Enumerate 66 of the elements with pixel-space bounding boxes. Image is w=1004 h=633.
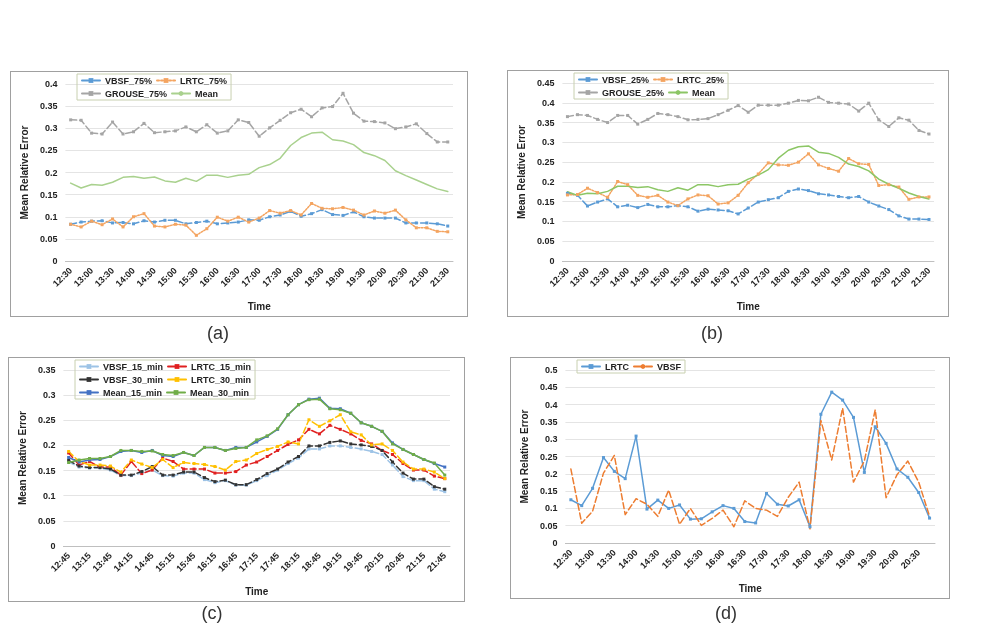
y-tick-label: 0.05: [37, 515, 56, 526]
y-tick-label: 0.35: [536, 117, 555, 128]
y-tick-label: 0.25: [39, 145, 58, 156]
y-tick-label: 0.05: [39, 233, 58, 244]
y-tick-label: 0: [52, 256, 58, 266]
legend-label: GROUSE_75%: [105, 88, 168, 99]
y-tick-label: 0.15: [539, 486, 558, 497]
y-tick-label: 0.4: [544, 399, 558, 410]
legend-label: VBSF_25%: [602, 74, 650, 85]
x-axis-title: Time: [247, 300, 272, 312]
y-tick-label: 0.1: [42, 490, 56, 501]
y-axis-title: Mean Relative Error: [18, 125, 30, 220]
y-tick-label: 0.3: [541, 137, 555, 148]
y-tick-label: 0: [50, 541, 56, 551]
legend-label: LRTC_15_min: [191, 361, 252, 372]
legend-label: LRTC: [605, 361, 630, 372]
y-tick-label: 0.35: [39, 101, 58, 112]
y-tick-label: 0.1: [44, 211, 58, 222]
x-axis-title: Time: [245, 585, 269, 597]
y-tick-label: 0.2: [544, 468, 558, 479]
x-axis-title: Time: [738, 582, 763, 594]
y-tick-label: 0.35: [539, 416, 558, 427]
y-tick-label: 0.1: [541, 216, 555, 227]
y-axis-title: Mean Relative Error: [518, 409, 530, 504]
y-tick-label: 0.2: [541, 176, 555, 187]
text: (a): [206, 323, 230, 344]
legend-label: Mean: [692, 87, 716, 98]
y-axis-title: Mean Relative Error: [16, 410, 28, 505]
y-tick-label: 0.4: [541, 97, 555, 108]
x-axis-title: Time: [736, 300, 761, 312]
legend-label: Mean: [195, 88, 219, 99]
y-tick-label: 0.05: [539, 520, 558, 531]
y-tick-label: 0.3: [42, 390, 56, 401]
y-tick-label: 0: [549, 256, 555, 266]
legend-label: LRTC_75%: [180, 75, 228, 86]
y-tick-label: 0.15: [37, 465, 56, 476]
text: (d): [714, 603, 738, 624]
legend-label: LRTC_30_min: [191, 374, 252, 385]
y-tick-label: 0.4: [44, 79, 58, 89]
y-tick-label: 0.35: [37, 365, 56, 375]
y-tick-label: 0.3: [44, 123, 58, 134]
y-tick-label: 0.25: [37, 415, 56, 426]
y-tick-label: 0.2: [44, 167, 58, 178]
legend-label: Mean_30_min: [190, 387, 250, 398]
y-tick-label: 0.25: [539, 451, 558, 462]
text: (c): [200, 603, 224, 624]
legend-label: VBSF: [656, 361, 682, 372]
y-tick-label: 0.15: [536, 196, 555, 207]
legend-label: LRTC_25%: [677, 74, 725, 85]
y-tick-label: 0.2: [42, 440, 56, 451]
legend-label: VBSF_15_min: [103, 361, 164, 372]
y-tick-label: 0.45: [539, 382, 558, 393]
legend-label: Mean_15_min: [103, 387, 163, 398]
y-tick-label: 0.45: [536, 78, 555, 88]
text: (b): [700, 323, 724, 344]
y-tick-label: 0.15: [39, 189, 58, 200]
y-tick-label: 0: [552, 538, 558, 548]
y-tick-label: 0.1: [544, 503, 558, 514]
legend-label: GROUSE_25%: [602, 87, 665, 98]
legend-label: VBSF_30_min: [103, 374, 164, 385]
y-axis-title: Mean Relative Error: [515, 124, 527, 219]
y-tick-label: 0.5: [544, 365, 558, 375]
y-tick-label: 0.25: [536, 157, 555, 168]
y-tick-label: 0.05: [536, 236, 555, 247]
legend-label: VBSF_75%: [105, 75, 153, 86]
y-tick-label: 0.3: [544, 434, 558, 445]
